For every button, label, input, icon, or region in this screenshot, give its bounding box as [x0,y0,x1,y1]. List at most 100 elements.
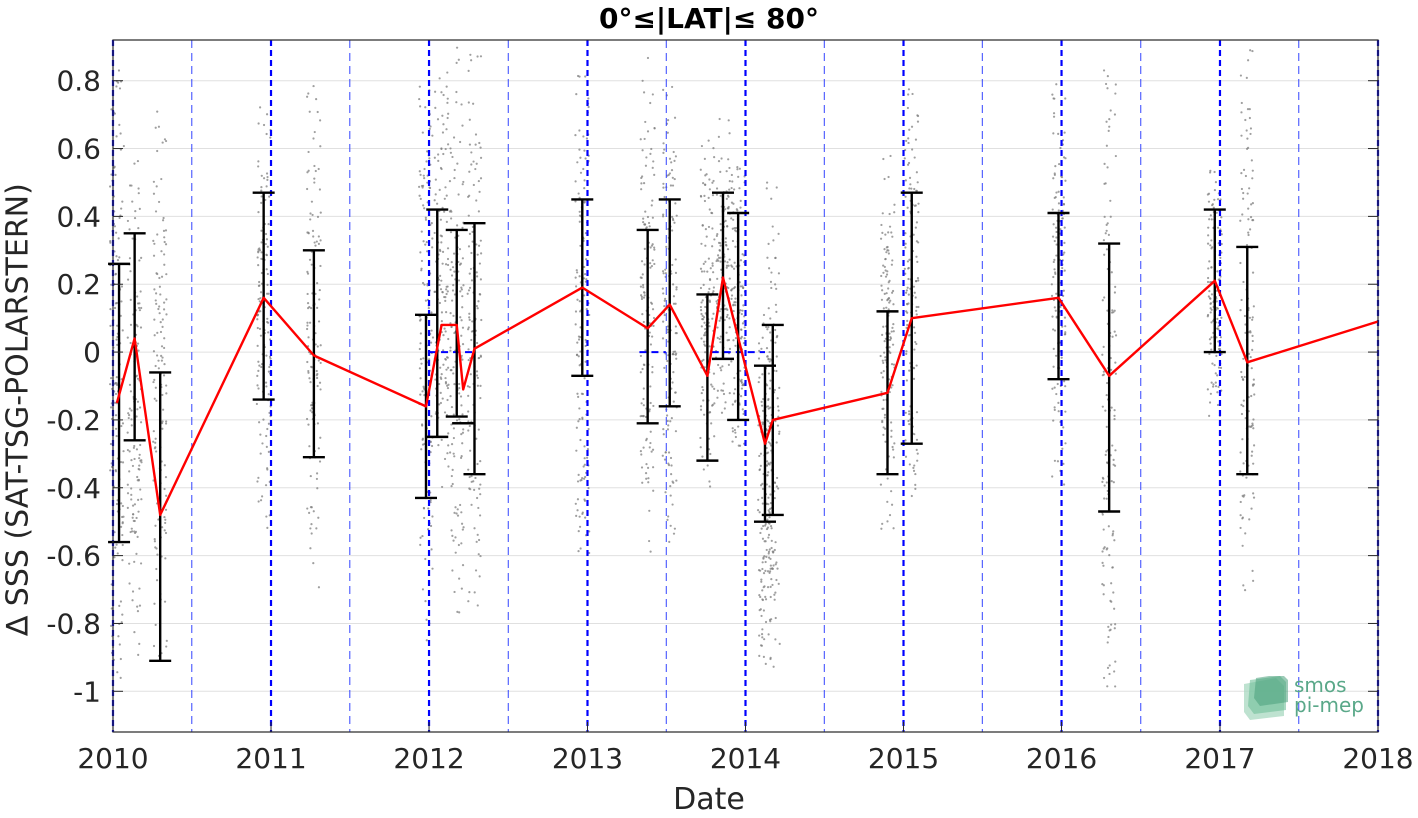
data-point [723,407,726,410]
data-point [664,268,667,271]
data-point [673,116,677,119]
data-point [716,277,719,280]
data-point [165,639,168,642]
data-point [447,432,450,435]
data-point [575,514,578,517]
data-point [119,600,123,603]
data-point [667,462,670,465]
data-point [1101,405,1104,408]
data-point [115,231,118,234]
data-point [161,325,164,328]
data-point [771,550,774,553]
point-cluster [661,85,678,543]
data-point [160,354,163,357]
data-point [1219,366,1223,369]
data-point [116,343,119,346]
data-point [910,125,914,128]
data-point [915,364,918,367]
data-point [720,411,724,414]
data-point [308,511,311,514]
data-point [1111,335,1114,338]
data-point [662,428,665,431]
data-point [578,300,581,303]
data-point [760,580,763,583]
data-point [577,549,580,553]
data-point [156,149,159,153]
data-point [139,443,142,447]
data-point [767,420,770,423]
data-point [672,295,676,298]
data-point [643,223,647,226]
data-point [126,431,129,434]
data-point [1251,569,1254,572]
data-point [911,148,914,151]
data-point [769,461,772,464]
data-point [266,175,269,179]
data-point [892,303,895,306]
data-point [445,194,448,197]
data-point [642,296,646,299]
data-point [907,93,910,96]
data-point [582,465,585,468]
data-point [444,357,447,361]
data-point [579,244,582,247]
data-point [164,508,168,511]
data-point [1113,309,1116,312]
data-point [767,552,770,555]
data-point [1214,181,1217,184]
data-point [1059,228,1062,231]
data-point [1056,460,1060,463]
data-point [757,357,761,360]
data-point [723,260,727,263]
data-point [137,510,140,513]
data-point [458,577,461,580]
data-point [723,318,726,322]
data-point [888,279,891,282]
data-point [575,93,578,96]
data-point [712,312,715,315]
data-point [769,570,772,573]
data-point [256,344,259,347]
data-point [704,260,707,263]
data-point [154,210,158,213]
data-point [741,285,744,288]
data-point [158,305,161,308]
x-tick-label: 2011 [235,742,306,775]
data-point [163,346,166,350]
data-point [664,297,667,300]
data-point [319,145,322,148]
data-point [652,489,655,492]
data-point [741,322,745,325]
data-point [890,330,893,333]
data-point [577,530,580,533]
data-point [766,570,770,573]
data-point [1249,127,1253,130]
data-point [719,366,722,370]
data-point [476,253,479,256]
data-point [703,199,707,203]
data-point [916,452,919,455]
data-point [1106,547,1109,550]
data-point [583,179,586,182]
data-point [458,382,461,386]
data-point [306,321,309,324]
data-point [1210,266,1213,269]
data-point [121,613,124,616]
data-point [137,653,140,656]
data-point [441,291,444,294]
data-point [461,183,464,186]
data-point [109,324,112,327]
data-point [757,342,761,345]
data-point [577,420,580,423]
data-point [759,595,762,599]
data-point [131,237,134,240]
data-point [319,119,322,122]
data-point [1243,589,1247,592]
data-point [717,256,721,259]
data-point [883,413,887,416]
data-point [306,292,309,296]
data-point [307,369,310,373]
data-point [708,325,711,328]
data-point [153,537,156,541]
data-point [719,260,722,263]
